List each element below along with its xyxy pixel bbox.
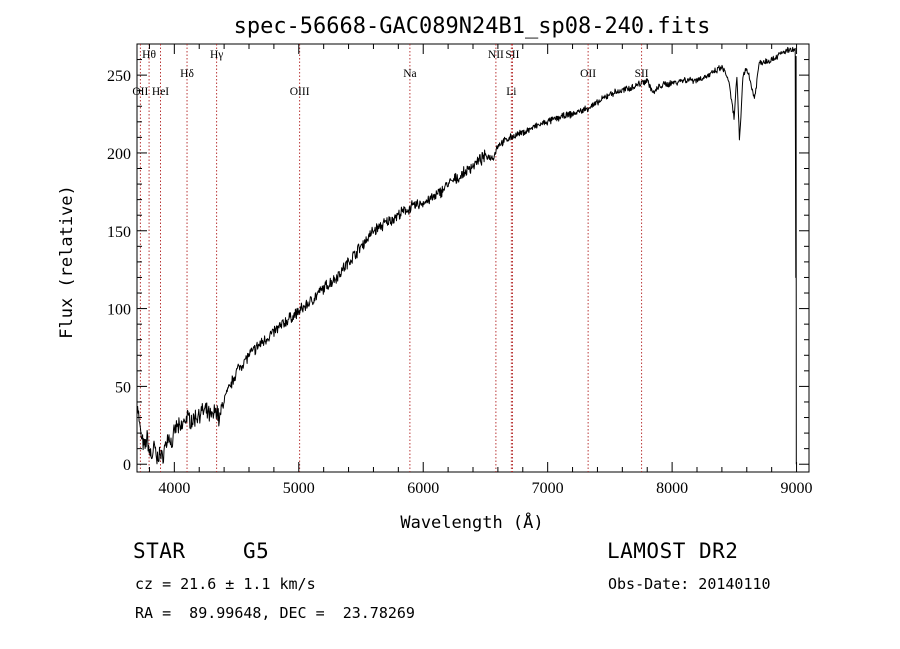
y-axis-label: Flux (relative) (57, 185, 77, 339)
emission-line-label: OII (580, 68, 596, 80)
redshift-cz: cz = 21.6 ± 1.1 km/s (135, 575, 316, 593)
emission-line-label: Hγ (210, 49, 223, 61)
object-subclass: G5 (243, 539, 270, 563)
x-tick-label: 8000 (656, 480, 688, 497)
survey-name: LAMOST DR2 (607, 539, 739, 563)
observation-date: Obs-Date: 20140110 (608, 575, 771, 593)
chart-title: spec-56668-GAC089N24B1_sp08-240.fits (234, 14, 711, 39)
x-tick-label: 9000 (781, 480, 813, 497)
x-tick-label: 5000 (283, 480, 315, 497)
emission-line-label: OII (132, 86, 148, 98)
y-tick-label: 250 (107, 68, 131, 85)
emission-line-label: SII (635, 68, 649, 80)
x-tick-label: 7000 (532, 480, 564, 497)
sky-coordinates: RA = 89.99648, DEC = 23.78269 (135, 604, 415, 622)
plot-frame (136, 43, 810, 473)
y-tick-label: 150 (107, 224, 131, 241)
emission-line-label: Hθ (142, 49, 156, 61)
emission-line-label: Na (403, 68, 416, 80)
y-tick-label: 200 (107, 146, 131, 163)
emission-line-label: NII (488, 49, 504, 61)
y-tick-label: 50 (115, 379, 131, 396)
emission-line-label: Li (506, 86, 516, 98)
emission-line-label: HeI (152, 86, 169, 98)
object-class: STAR (133, 539, 186, 563)
emission-line-label: OIII (290, 86, 310, 98)
x-tick-label: 6000 (407, 480, 439, 497)
y-tick-label: 100 (107, 302, 131, 319)
emission-line-label: Hδ (180, 68, 194, 80)
x-axis-label: Wavelength (Å) (400, 511, 543, 533)
emission-line-label: SII (505, 49, 519, 61)
x-tick-label: 4000 (158, 480, 190, 497)
spectrum-series (137, 46, 797, 465)
y-tick-label: 0 (123, 457, 131, 474)
